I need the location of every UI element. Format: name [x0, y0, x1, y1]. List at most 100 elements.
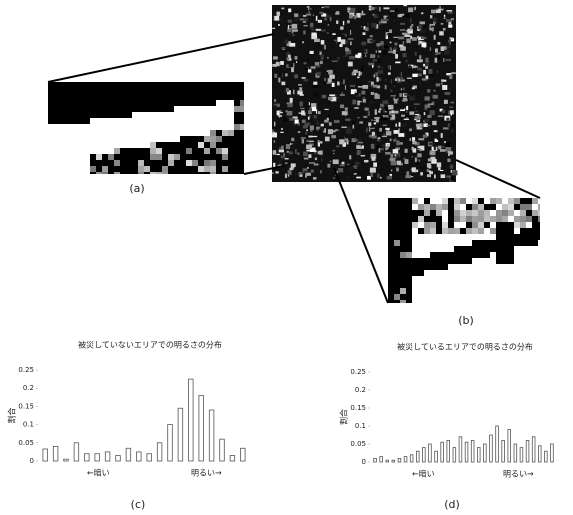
- photo-texture: [324, 17, 328, 21]
- patch-pixel: [538, 210, 540, 216]
- photo-texture: [345, 128, 352, 134]
- patch-pixel: [240, 124, 244, 130]
- photo-texture: [357, 117, 360, 119]
- photo-texture: [341, 126, 347, 128]
- photo-texture: [427, 114, 432, 118]
- patch-pixel: [472, 216, 478, 222]
- patch-pixel: [174, 160, 180, 166]
- photo-texture: [394, 154, 397, 157]
- patch-pixel: [216, 130, 222, 136]
- patch-pixel: [424, 216, 430, 222]
- patch-pixel: [186, 94, 192, 100]
- photo-texture: [383, 7, 390, 10]
- photo-texture: [423, 63, 425, 67]
- photo-texture: [449, 106, 454, 108]
- photo-texture: [370, 91, 374, 95]
- patch-pixel: [240, 118, 244, 124]
- photo-texture: [378, 6, 381, 12]
- photo-texture: [446, 117, 450, 121]
- patch-pixel: [162, 148, 168, 154]
- photo-texture: [344, 113, 347, 116]
- photo-texture: [299, 18, 306, 21]
- patch-pixel: [216, 154, 222, 160]
- patch-pixel: [162, 94, 168, 100]
- photo-texture: [288, 8, 292, 13]
- patch-pixel: [520, 222, 526, 228]
- patch-pixel: [502, 252, 508, 258]
- photo-texture: [432, 159, 435, 162]
- photo-texture: [381, 19, 387, 22]
- photo-texture: [423, 69, 427, 75]
- patch-pixel: [96, 88, 102, 94]
- patch-pixel: [448, 198, 454, 204]
- patch-pixel: [240, 130, 244, 136]
- patch-pixel: [228, 136, 234, 142]
- patch-pixel: [508, 204, 514, 210]
- patch-pixel: [186, 82, 192, 88]
- photo-texture: [285, 67, 291, 70]
- photo-texture: [364, 49, 368, 55]
- patch-pixel: [484, 246, 490, 252]
- patch-pixel: [108, 100, 114, 106]
- patch-pixel: [180, 166, 186, 172]
- photo-texture: [450, 18, 454, 21]
- patch-pixel: [120, 106, 126, 112]
- bar: [550, 443, 554, 463]
- patch-pixel: [502, 222, 508, 228]
- patch-pixel: [114, 172, 120, 174]
- patch-pixel: [108, 166, 114, 172]
- photo-texture: [378, 110, 381, 113]
- patch-pixel: [532, 240, 538, 246]
- patch-pixel: [138, 82, 144, 88]
- photo-texture: [339, 94, 345, 96]
- patch-pixel: [460, 210, 466, 216]
- photo-texture: [341, 92, 344, 95]
- photo-texture: [296, 61, 298, 63]
- patch-pixel: [204, 136, 210, 142]
- patch-pixel: [72, 100, 78, 106]
- patch-pixel: [90, 172, 96, 174]
- photo-texture: [293, 74, 295, 78]
- photo-texture: [283, 117, 288, 122]
- photo-texture: [351, 138, 357, 143]
- photo-texture: [389, 158, 395, 161]
- photo-texture: [444, 47, 448, 49]
- photo-texture: [422, 134, 428, 138]
- patch-pixel: [222, 172, 228, 174]
- photo-texture: [394, 138, 397, 142]
- patch-pixel: [400, 210, 406, 216]
- patch-pixel: [174, 166, 180, 172]
- photo-texture: [289, 24, 293, 27]
- patch-pixel: [204, 100, 210, 106]
- photo-texture: [337, 57, 340, 60]
- photo-texture: [344, 34, 347, 37]
- photo-texture: [287, 174, 290, 177]
- patch-pixel: [502, 216, 508, 222]
- patch-pixel: [478, 246, 484, 252]
- patch-pixel: [96, 166, 102, 172]
- patch-pixel: [186, 166, 192, 172]
- photo-texture: [299, 87, 303, 92]
- patch-pixel: [478, 252, 484, 258]
- patch-pixel: [406, 228, 412, 234]
- patch-pixel: [90, 154, 96, 160]
- bar: [146, 453, 152, 462]
- patch-pixel: [90, 94, 96, 100]
- photo-texture: [326, 117, 329, 121]
- photo-texture: [340, 26, 344, 30]
- patch-pixel: [102, 160, 108, 166]
- patch-pixel: [192, 148, 198, 154]
- patch-pixel: [168, 88, 174, 94]
- patch-pixel: [502, 204, 508, 210]
- photo-texture: [402, 98, 408, 102]
- patch-pixel: [210, 172, 216, 174]
- patch-pixel: [508, 240, 514, 246]
- photo-texture: [323, 128, 326, 133]
- patch-pixel: [240, 160, 244, 166]
- photo-texture: [350, 89, 357, 95]
- patch-pixel: [216, 142, 222, 148]
- photo-texture: [305, 102, 310, 108]
- patch-pixel: [526, 198, 532, 204]
- photo-texture: [286, 110, 293, 116]
- photo-texture: [294, 13, 299, 18]
